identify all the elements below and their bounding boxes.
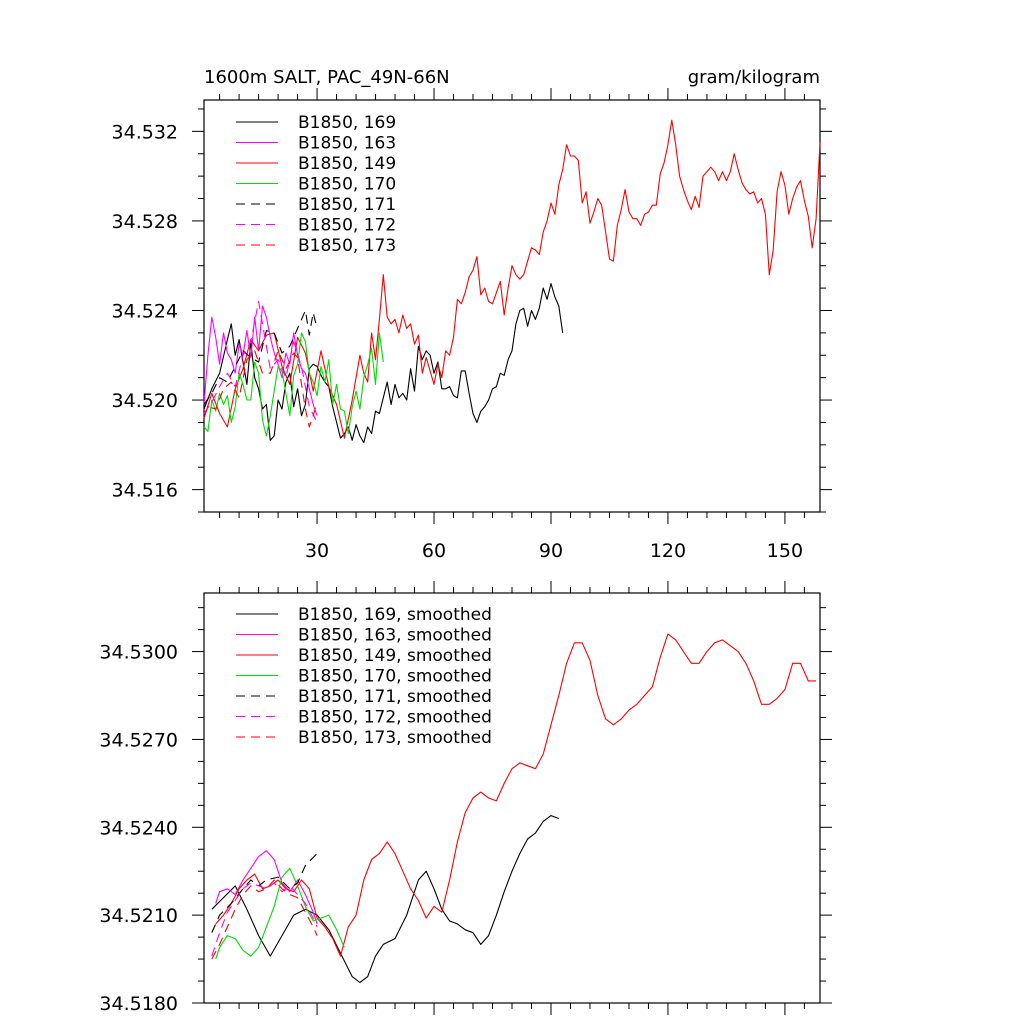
top-panel-title: 1600m SALT, PAC_49N-66N	[204, 67, 450, 88]
series-line	[211, 853, 318, 933]
legend-label: B1850, 169	[298, 113, 396, 133]
series-line	[203, 119, 821, 439]
top-panel-plot: 30 60 90 120 150 34.516 34.520 34.524 34.528 34.5…	[112, 88, 832, 562]
series-line	[203, 283, 564, 444]
top-panel-units: gram/kilogram	[688, 67, 820, 88]
series-line	[203, 332, 384, 437]
legend-label: B1850, 163	[298, 134, 396, 154]
y-tick-label: 34.532	[112, 121, 178, 143]
y-tick-label: 34.5240	[99, 817, 178, 839]
y-tick-label: 34.524	[112, 300, 178, 322]
y-tick-label: 34.520	[112, 390, 178, 412]
series-line	[203, 309, 318, 405]
legend-label: B1850, 173	[298, 236, 396, 256]
y-tick-label: 34.528	[112, 211, 178, 233]
x-tick-label: 120	[650, 540, 686, 562]
series-line	[211, 815, 559, 984]
legend-label: B1850, 149	[298, 154, 396, 174]
y-tick-label: 34.5300	[99, 642, 178, 664]
legend-label: B1850, 163, smoothed	[298, 626, 492, 646]
plot-frame	[203, 592, 821, 1004]
series-line	[203, 300, 318, 423]
legend-label: B1850, 170	[298, 175, 396, 195]
y-tick-label: 34.516	[112, 480, 178, 502]
y-tick-label: 34.5210	[99, 905, 178, 927]
bottom-panel-plot: 34.5180 34.5210 34.5240 34.5270 34.5300 B1850…	[99, 581, 832, 1015]
x-tick-label: 90	[539, 540, 563, 562]
plot-frame	[203, 99, 821, 513]
legend-label: B1850, 173, smoothed	[298, 728, 492, 748]
legend-label: B1850, 172	[298, 216, 396, 236]
series-line	[215, 633, 817, 957]
x-tick-label: 60	[422, 540, 446, 562]
y-tick-label: 34.5180	[99, 993, 178, 1015]
series-line	[215, 867, 345, 960]
x-tick-label: 30	[305, 540, 329, 562]
bottom-panel: 34.5180 34.5210 34.5240 34.5270 34.5300 B1850…	[99, 581, 832, 1015]
series-line	[211, 879, 318, 960]
series-line	[211, 882, 318, 957]
top-panel: 1600m SALT, PAC_49N-66N gram/kilogram 30…	[112, 67, 832, 562]
legend-label: B1850, 171	[298, 195, 396, 215]
series-line	[215, 850, 318, 925]
legend-label: B1850, 172, smoothed	[298, 708, 492, 728]
legend-label: B1850, 170, smoothed	[298, 667, 492, 687]
series-line	[203, 350, 318, 428]
y-tick-label: 34.5270	[99, 729, 178, 751]
legend-label: B1850, 171, smoothed	[298, 687, 492, 707]
x-tick-label: 150	[767, 540, 803, 562]
legend-label: B1850, 169, smoothed	[298, 605, 492, 625]
legend-label: B1850, 149, smoothed	[298, 646, 492, 666]
